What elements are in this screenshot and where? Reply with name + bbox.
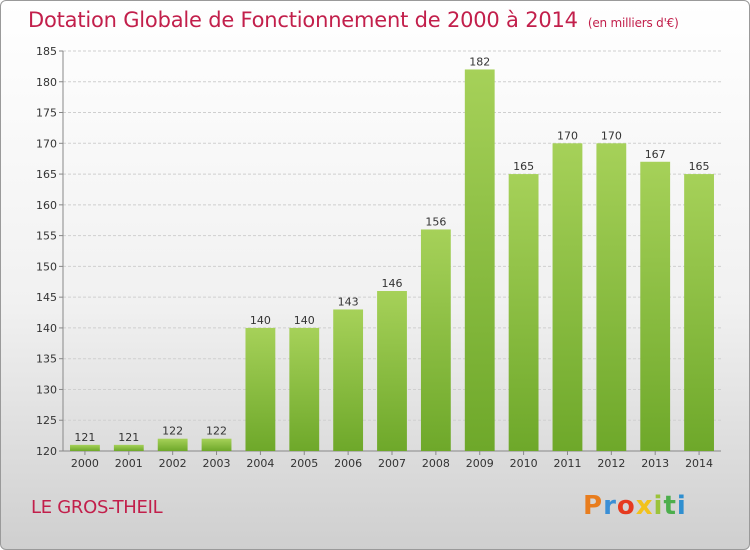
bar — [508, 174, 539, 452]
commune-name: LE GROS-THEIL — [31, 497, 163, 518]
y-tick-label: 120 — [36, 445, 57, 458]
x-tick-label: 2006 — [334, 457, 362, 470]
bar-value-label: 122 — [206, 425, 227, 438]
bar — [70, 444, 100, 451]
bar-value-label: 156 — [425, 215, 446, 228]
x-tick-label: 2012 — [597, 457, 625, 470]
y-tick-label: 145 — [36, 291, 57, 304]
bar — [640, 161, 671, 451]
bar — [420, 229, 451, 451]
bar-value-label: 143 — [338, 295, 359, 308]
unit-label: (en milliers d'€) — [587, 16, 679, 30]
brand-letter: i — [676, 491, 687, 521]
y-tick-label: 180 — [36, 76, 57, 89]
x-tick-label: 2004 — [246, 457, 274, 470]
bar-value-label: 167 — [645, 148, 666, 161]
bar-value-label: 170 — [601, 129, 622, 142]
bar-value-label: 170 — [557, 129, 578, 142]
bar-value-label: 140 — [250, 314, 271, 327]
x-tick-label: 2011 — [553, 457, 581, 470]
brand-letter: r — [603, 491, 617, 521]
brand-letter: P — [583, 491, 604, 521]
brand-logo: Proxiti — [583, 491, 687, 521]
bar — [201, 438, 232, 451]
y-tick-label: 130 — [36, 383, 57, 396]
y-tick-label: 165 — [36, 168, 57, 181]
bar-value-label: 121 — [118, 431, 139, 444]
x-tick-label: 2008 — [422, 457, 450, 470]
x-tick-label: 2010 — [510, 457, 538, 470]
brand-letter: o — [616, 491, 636, 521]
bar — [684, 174, 714, 452]
x-tick-label: 2013 — [641, 457, 669, 470]
brand-letter: x — [635, 491, 654, 521]
x-tick-label: 2000 — [71, 457, 99, 470]
y-tick-label: 160 — [36, 199, 57, 212]
brand-letter: t — [663, 491, 677, 521]
bar — [245, 327, 276, 451]
bar — [289, 327, 320, 451]
x-tick-label: 2007 — [378, 457, 406, 470]
y-tick-label: 140 — [36, 322, 57, 335]
bar — [113, 444, 144, 451]
x-tick-label: 2005 — [290, 457, 318, 470]
y-tick-label: 125 — [36, 414, 57, 427]
y-tick-label: 135 — [36, 353, 57, 366]
x-tick-label: 2001 — [115, 457, 143, 470]
bar-value-label: 182 — [469, 55, 490, 68]
y-tick-label: 155 — [36, 230, 57, 243]
bar — [464, 69, 495, 451]
bar — [596, 143, 627, 452]
chart-title: Dotation Globale de Fonctionnement de 20… — [28, 8, 679, 32]
bar — [333, 309, 364, 451]
bar-value-label: 165 — [513, 160, 534, 173]
y-tick-label: 175 — [36, 107, 57, 120]
bar — [377, 291, 407, 451]
bar — [157, 438, 188, 451]
y-tick-label: 170 — [36, 137, 57, 150]
x-tick-label: 2014 — [685, 457, 713, 470]
bar-value-label: 165 — [689, 160, 710, 173]
x-tick-label: 2002 — [159, 457, 187, 470]
bar — [552, 143, 583, 452]
x-tick-label: 2009 — [466, 457, 494, 470]
title-text: Dotation Globale de Fonctionnement de 20… — [28, 8, 578, 32]
bar-value-label: 121 — [74, 431, 95, 444]
x-tick-label: 2003 — [203, 457, 231, 470]
bar-value-label: 146 — [382, 277, 403, 290]
brand-letter: i — [653, 491, 664, 521]
y-tick-label: 185 — [36, 45, 57, 58]
bar-value-label: 122 — [162, 425, 183, 438]
bar-value-label: 140 — [294, 314, 315, 327]
y-tick-label: 150 — [36, 260, 57, 273]
